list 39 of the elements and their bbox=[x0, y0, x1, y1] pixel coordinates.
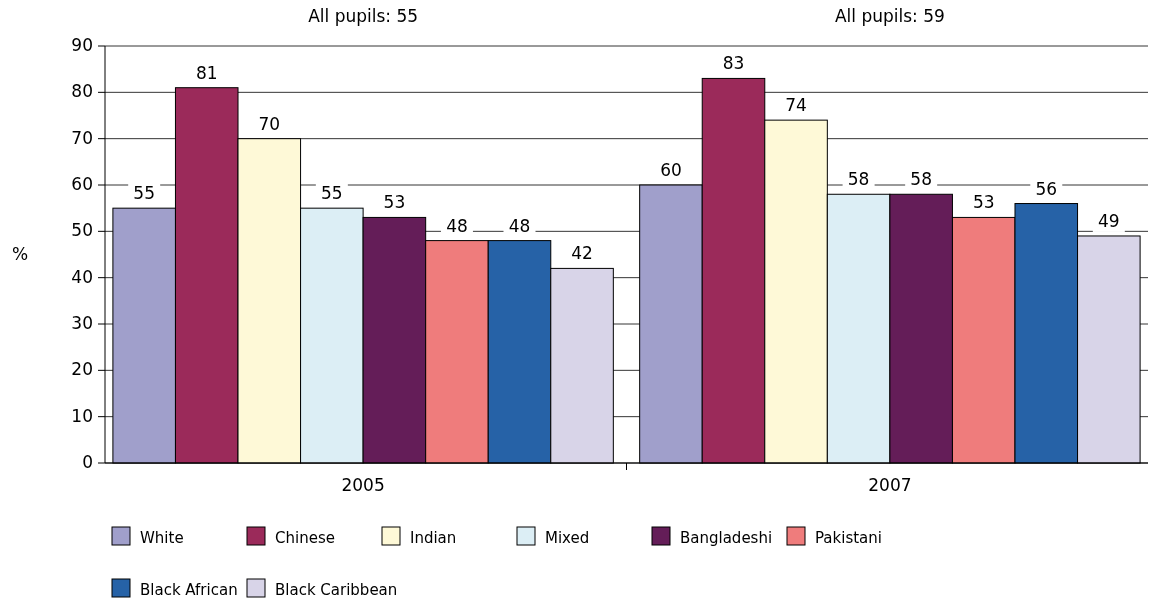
y-tick-label: 30 bbox=[71, 313, 93, 333]
legend-label: Black African bbox=[140, 580, 238, 599]
data-label: 56 bbox=[1035, 178, 1058, 199]
legend-label: Indian bbox=[410, 528, 457, 547]
legend-label: Mixed bbox=[545, 528, 590, 547]
y-tick-label: 40 bbox=[71, 266, 93, 287]
x-tick-label: 2007 bbox=[868, 475, 912, 495]
legend-label: White bbox=[140, 528, 184, 547]
data-label: 58 bbox=[847, 169, 870, 190]
legend-label: Bangladeshi bbox=[680, 528, 773, 547]
text: All pupils: 59 bbox=[834, 6, 945, 26]
data-label: 42 bbox=[571, 243, 593, 264]
data-label: 48 bbox=[446, 215, 468, 236]
data-label: 48 bbox=[508, 215, 531, 236]
y-tick-label: 60 bbox=[71, 174, 93, 194]
y-tick-label: 20 bbox=[71, 359, 93, 380]
data-label: 70 bbox=[258, 113, 281, 134]
data-label: 55 bbox=[321, 183, 343, 204]
data-label: 81 bbox=[195, 62, 218, 83]
data-label: 74 bbox=[785, 95, 807, 116]
data-label: 58 bbox=[910, 169, 932, 190]
x-tick-label: 2005 bbox=[341, 475, 385, 495]
data-label: 83 bbox=[722, 53, 745, 74]
data-label: 53 bbox=[972, 192, 995, 213]
y-tick-label: 50 bbox=[71, 220, 93, 241]
data-label: 53 bbox=[383, 192, 406, 213]
y-tick-label: 90 bbox=[71, 35, 93, 55]
y-tick-label: 10 bbox=[71, 405, 93, 426]
y-tick-label: 70 bbox=[71, 127, 93, 148]
data-label: 49 bbox=[1098, 210, 1120, 231]
data-label: 55 bbox=[133, 183, 155, 204]
legend-label: Pakistani bbox=[815, 528, 882, 547]
y-tick-label: 0 bbox=[82, 452, 93, 472]
legend-label: Chinese bbox=[275, 528, 335, 547]
y-tick-label: 80 bbox=[71, 81, 93, 102]
y-axis-title: % bbox=[11, 243, 29, 264]
data-label: 60 bbox=[660, 160, 682, 180]
text: All pupils: 55 bbox=[308, 6, 419, 26]
legend-label: Black Caribbean bbox=[275, 580, 398, 599]
